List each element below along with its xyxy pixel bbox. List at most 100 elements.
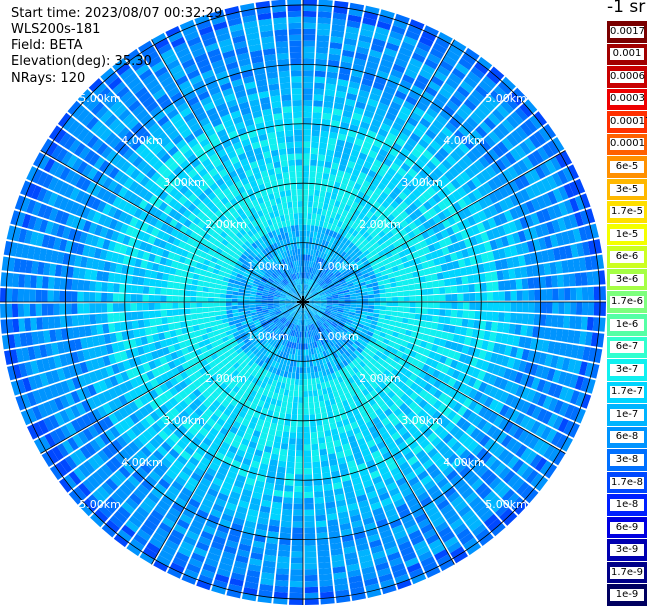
range-gate-cell bbox=[288, 256, 292, 263]
range-gate-cell bbox=[261, 355, 268, 362]
range-gate-cell bbox=[213, 97, 226, 107]
range-gate-cell bbox=[422, 112, 435, 124]
range-gate-cell bbox=[306, 355, 310, 362]
range-gate-cell bbox=[406, 497, 419, 508]
range-gate-cell bbox=[323, 375, 329, 383]
range-gate-cell bbox=[267, 330, 274, 336]
range-gate-cell bbox=[314, 298, 321, 301]
range-gate-cell bbox=[311, 213, 317, 220]
range-gate-cell bbox=[279, 316, 285, 321]
range-gate-cell bbox=[159, 98, 173, 110]
range-gate-cell bbox=[363, 347, 371, 354]
range-gate-cell bbox=[231, 295, 238, 299]
range-gate-cell bbox=[443, 486, 457, 499]
range-gate-cell bbox=[86, 411, 98, 424]
range-gate-cell bbox=[316, 313, 322, 318]
range-gate-cell bbox=[331, 292, 338, 296]
range-gate-cell bbox=[291, 302, 298, 304]
range-gate-cell bbox=[151, 227, 160, 237]
range-gate-cell bbox=[128, 389, 139, 400]
range-gate-cell bbox=[467, 474, 480, 487]
range-gate-cell bbox=[386, 181, 396, 191]
range-gate-cell bbox=[423, 373, 432, 383]
range-gate-cell bbox=[313, 365, 318, 373]
range-gate-cell bbox=[500, 333, 509, 344]
range-gate-cell bbox=[220, 366, 228, 374]
range-gate-cell bbox=[516, 290, 523, 301]
range-gate-cell bbox=[107, 282, 114, 293]
range-gate-cell bbox=[456, 310, 464, 318]
range-gate-cell bbox=[483, 330, 491, 341]
range-gate-cell bbox=[291, 311, 296, 317]
range-gate-cell bbox=[378, 222, 387, 230]
range-gate-cell bbox=[237, 305, 244, 309]
range-gate-cell bbox=[303, 212, 308, 219]
range-gate-cell bbox=[310, 273, 314, 280]
range-gate-cell bbox=[431, 224, 441, 234]
range-gate-cell bbox=[212, 503, 225, 513]
range-gate-cell bbox=[458, 335, 466, 344]
range-gate-cell bbox=[414, 385, 424, 395]
range-gate-cell bbox=[308, 296, 314, 300]
range-gate-cell bbox=[344, 299, 351, 302]
range-gate-cell bbox=[437, 200, 447, 211]
range-gate-cell bbox=[276, 349, 282, 357]
range-gate-cell bbox=[348, 416, 357, 424]
range-gate-cell bbox=[318, 358, 324, 365]
range-gate-cell bbox=[371, 192, 380, 201]
range-gate-cell bbox=[281, 514, 292, 522]
range-gate-cell bbox=[220, 285, 228, 290]
range-gate-cell bbox=[331, 308, 338, 311]
range-gate-cell bbox=[85, 360, 94, 372]
range-gate-cell bbox=[316, 172, 323, 179]
range-gate-cell bbox=[289, 348, 294, 355]
range-gate-cell bbox=[379, 310, 386, 315]
range-gate-cell bbox=[199, 117, 211, 128]
range-gate-cell bbox=[192, 388, 202, 398]
range-gate-cell bbox=[359, 266, 367, 272]
range-gate-cell bbox=[328, 325, 334, 332]
range-gate-cell bbox=[232, 517, 245, 526]
range-gate-cell bbox=[274, 484, 284, 492]
range-gate-cell bbox=[441, 159, 453, 170]
range-gate-cell bbox=[404, 172, 414, 183]
range-gate-cell bbox=[282, 106, 292, 113]
range-gate-cell bbox=[256, 292, 263, 296]
range-gate-cell bbox=[338, 73, 350, 81]
range-gate-cell bbox=[503, 420, 514, 434]
range-gate-cell bbox=[394, 436, 405, 446]
range-gate-cell bbox=[404, 492, 416, 503]
range-gate-cell bbox=[123, 214, 134, 225]
range-gate-cell bbox=[205, 519, 218, 530]
range-gate-cell bbox=[236, 347, 243, 355]
range-gate-cell bbox=[243, 337, 251, 344]
range-gate-cell bbox=[171, 418, 182, 428]
range-gate-cell bbox=[270, 314, 277, 319]
range-gate-cell bbox=[488, 204, 498, 217]
range-gate-cell bbox=[301, 313, 303, 320]
range-gate-cell bbox=[438, 316, 445, 324]
range-gate-cell bbox=[187, 153, 198, 164]
range-gate-cell bbox=[280, 307, 287, 311]
range-gate-cell bbox=[374, 187, 383, 196]
range-gate-cell bbox=[286, 294, 293, 298]
range-gate-cell bbox=[331, 162, 339, 170]
range-gate-cell bbox=[298, 307, 301, 314]
range-gate-cell bbox=[354, 138, 364, 147]
range-gate-cell bbox=[222, 187, 232, 197]
range-gate-cell bbox=[436, 323, 444, 331]
range-gate-cell bbox=[451, 223, 460, 234]
range-gate-cell bbox=[174, 403, 184, 414]
range-gate-cell bbox=[246, 281, 253, 286]
range-gate-cell bbox=[282, 239, 288, 246]
range-gate-cell bbox=[341, 316, 348, 322]
range-gate-cell bbox=[373, 293, 381, 298]
range-gate-cell bbox=[252, 429, 261, 438]
range-gate-cell bbox=[97, 260, 106, 271]
range-gate-cell bbox=[328, 257, 335, 264]
range-gate-cell bbox=[276, 287, 283, 292]
range-gate-cell bbox=[275, 328, 281, 335]
range-gate-cell bbox=[279, 282, 286, 287]
range-gate-cell bbox=[222, 422, 232, 431]
range-gate-cell bbox=[185, 278, 193, 285]
